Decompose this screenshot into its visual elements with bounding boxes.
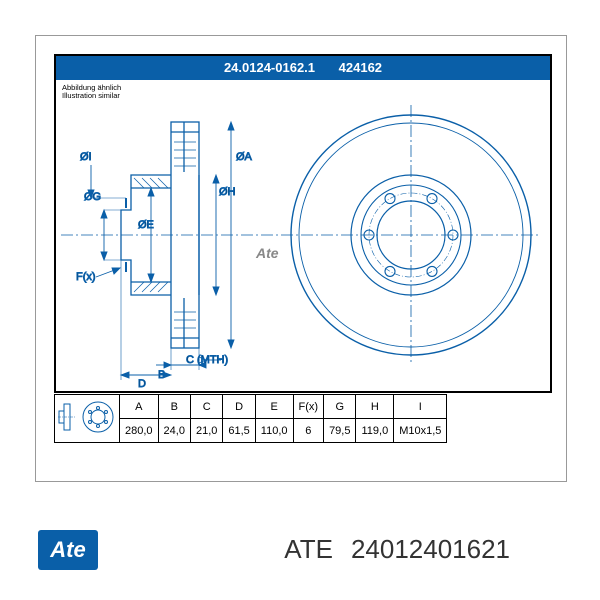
footer-brand: ATE: [284, 534, 333, 564]
val-A: 280,0: [120, 419, 159, 443]
col-D: D: [223, 395, 255, 419]
val-G: 79,5: [324, 419, 356, 443]
col-I: I: [394, 395, 447, 419]
label-F: F(x): [76, 271, 96, 283]
footer-logo: Ate: [38, 530, 98, 570]
product-frame: 24.0124-0162.1 424162 Abbildung ähnlich …: [35, 35, 567, 482]
val-H: 119,0: [356, 419, 394, 443]
label-C: C (MTH): [186, 354, 228, 366]
technical-drawing: ØA ØH ØE ØG: [56, 80, 550, 391]
col-E: E: [255, 395, 293, 419]
table-icon-cell: [55, 395, 120, 443]
dimension-table: A B C D E F(x) G H I 280,0 24,0 21,0 61,…: [54, 394, 447, 443]
val-E: 110,0: [255, 419, 293, 443]
col-C: C: [190, 395, 222, 419]
diagram-box: 24.0124-0162.1 424162 Abbildung ähnlich …: [54, 54, 552, 393]
val-B: 24,0: [158, 419, 190, 443]
table-header-row: A B C D E F(x) G H I: [55, 395, 447, 419]
val-C: 21,0: [190, 419, 222, 443]
val-I: M10x1,5: [394, 419, 447, 443]
col-H: H: [356, 395, 394, 419]
label-A: ØA: [236, 151, 253, 163]
label-I: ØI: [80, 151, 92, 163]
footer-text: ATE 24012401621: [284, 534, 510, 565]
footer-code: 24012401621: [351, 534, 510, 564]
col-B: B: [158, 395, 190, 419]
col-G: G: [324, 395, 356, 419]
label-D: D: [138, 378, 146, 390]
label-H: ØH: [219, 186, 236, 198]
col-A: A: [120, 395, 159, 419]
drawing-svg: ØA ØH ØE ØG: [56, 80, 550, 391]
header-bar: 24.0124-0162.1 424162: [56, 56, 550, 80]
val-D: 61,5: [223, 419, 255, 443]
val-F: 6: [293, 419, 324, 443]
col-F: F(x): [293, 395, 324, 419]
label-E: ØE: [138, 219, 154, 231]
part-number-1: 24.0124-0162.1: [224, 60, 315, 75]
watermark-logo: Ate: [256, 245, 279, 261]
part-number-2: 424162: [339, 60, 382, 75]
